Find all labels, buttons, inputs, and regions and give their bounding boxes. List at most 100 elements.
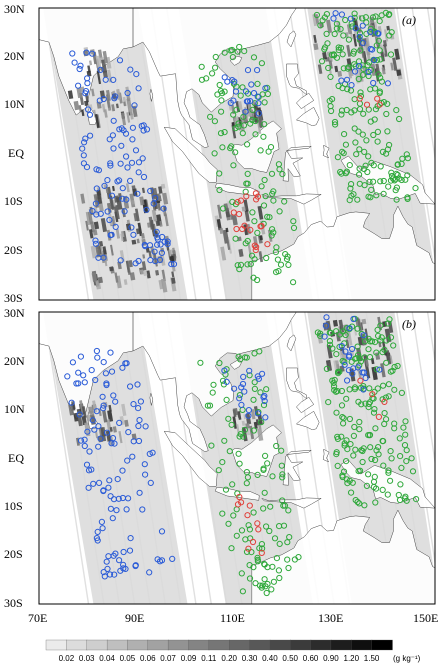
obs-circle	[105, 484, 112, 491]
obs-circle	[361, 182, 368, 189]
cloud-streak	[116, 88, 122, 100]
colorbar-swatch	[249, 639, 271, 651]
obs-circle	[209, 389, 216, 396]
obs-circle	[84, 75, 91, 82]
obs-circle	[158, 249, 165, 256]
cloud-streak	[129, 107, 134, 120]
obs-circle	[135, 169, 142, 176]
cloud-streak	[396, 69, 402, 76]
obs-circle	[99, 525, 106, 532]
cloud-streak	[231, 121, 235, 127]
obs-circle	[376, 47, 383, 54]
obs-circle	[243, 193, 250, 200]
lat-tick-30s: 30S	[4, 291, 23, 305]
orbit-track	[43, 312, 90, 604]
obs-circle	[107, 232, 114, 239]
obs-circle	[230, 111, 237, 118]
colorbar-swatch	[106, 639, 129, 651]
cloud-streak	[75, 437, 80, 446]
orbit-track	[396, 8, 435, 263]
cloud-streak	[378, 341, 382, 348]
obs-circle	[214, 91, 221, 98]
cloud-streak	[101, 59, 108, 73]
obs-circle	[263, 254, 270, 262]
obs-circle	[252, 246, 259, 254]
obs-circle	[375, 444, 382, 451]
obs-circle	[243, 480, 250, 487]
obs-circle	[113, 507, 120, 514]
obs-circle	[357, 89, 364, 96]
obs-circle	[106, 571, 114, 578]
obs-circle	[370, 131, 377, 139]
obs-circle	[100, 569, 107, 576]
cloud-streak	[92, 229, 98, 236]
colorbar-tick-label: 0.07	[160, 654, 176, 663]
obs-circle	[80, 152, 87, 159]
cloud-streak	[324, 56, 330, 62]
obs-circle	[246, 372, 253, 379]
colorbar: (g kg⁻¹) 0.02 0.03 0.04 0.05 0.06 0.07 0.09 0.1…	[45, 639, 421, 663]
obs-circle	[372, 106, 379, 113]
obs-circle	[116, 557, 123, 564]
obs-circle	[107, 505, 115, 512]
cloud-streak	[88, 60, 93, 66]
obs-circle	[290, 218, 297, 225]
obs-circle	[366, 59, 373, 66]
obs-circle	[359, 71, 367, 78]
obs-circle	[81, 379, 88, 386]
obs-circle	[110, 392, 117, 399]
colorbar-swatch	[167, 639, 190, 651]
cloud-streak	[241, 109, 248, 123]
obs-circle	[216, 170, 223, 177]
lat-tick-10s: 10S	[4, 499, 23, 513]
lat-tick-20s: 20S	[4, 243, 23, 257]
obs-circle	[217, 130, 225, 137]
obs-circle	[352, 25, 359, 32]
cloud-streak	[85, 211, 92, 226]
cloud-streak	[256, 120, 262, 134]
obs-circle	[356, 418, 363, 426]
obs-circle	[378, 99, 385, 107]
obs-circle	[372, 13, 379, 20]
colorbar-swatch	[351, 639, 373, 651]
obs-circle	[374, 30, 381, 37]
obs-circle	[351, 107, 358, 114]
obs-circle	[402, 431, 409, 438]
cloud-streak	[118, 431, 123, 444]
obs-circle	[349, 345, 356, 353]
obs-circle	[362, 162, 369, 169]
obs-circle	[236, 392, 243, 399]
obs-circle	[379, 486, 386, 493]
cloud-streak	[314, 14, 320, 24]
obs-circle	[343, 106, 350, 114]
obs-circle	[247, 98, 254, 105]
obs-circle	[212, 53, 219, 61]
obs-circle	[244, 98, 251, 105]
obs-circle	[365, 193, 372, 200]
obs-circle	[246, 575, 254, 582]
cloud-streak	[326, 19, 333, 34]
colorbar-tick-label: 0.05	[120, 654, 136, 663]
cloud-streak	[105, 56, 112, 69]
obs-circle	[249, 116, 256, 124]
obs-circle	[385, 469, 392, 476]
obs-circle	[215, 467, 222, 474]
cloud-streak	[121, 112, 127, 126]
obs-circle	[325, 399, 332, 406]
obs-circle	[369, 46, 376, 53]
lat-axis-a: 30N 20N 10N EQ 10S 20S 30S	[4, 2, 25, 305]
obs-circle	[240, 122, 248, 129]
obs-circle	[365, 335, 372, 342]
obs-circle	[380, 462, 387, 469]
obs-circle	[239, 84, 246, 91]
orbit-track	[43, 8, 90, 300]
cloud-streak	[87, 211, 94, 225]
obs-circle	[408, 455, 415, 462]
obs-circle	[359, 458, 366, 466]
obs-circle	[356, 500, 363, 507]
cloud-streak	[88, 406, 94, 414]
obs-circle	[225, 415, 232, 422]
cloud-streak	[220, 246, 227, 261]
obs-circle	[254, 67, 261, 74]
obs-circle	[146, 450, 153, 457]
